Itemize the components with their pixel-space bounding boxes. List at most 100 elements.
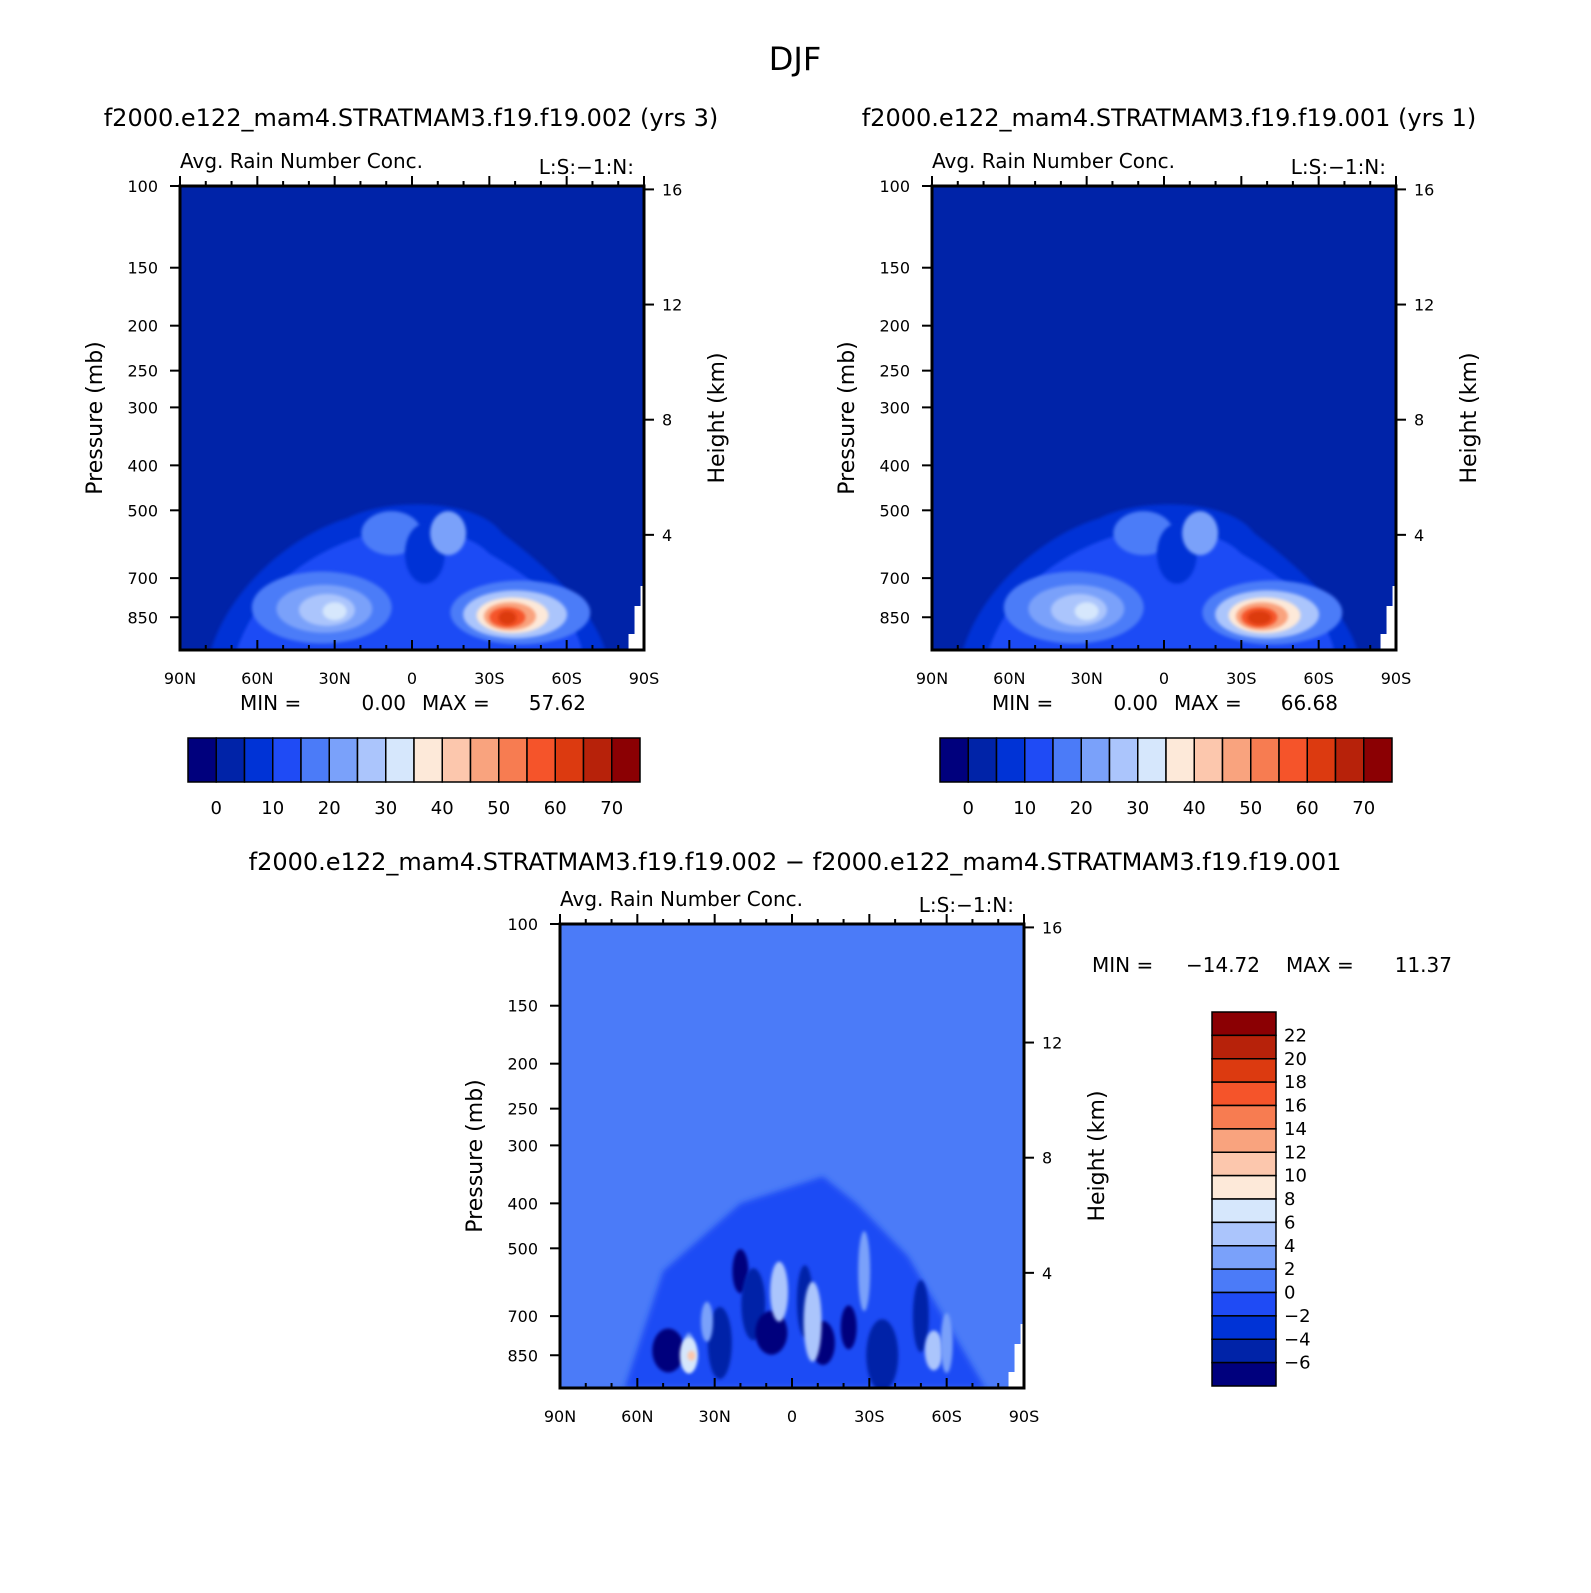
y-tick-label: 700 xyxy=(507,1307,538,1326)
colorbar-swatch xyxy=(272,737,302,783)
topography-mask xyxy=(1008,1324,1024,1388)
y2-tick-label: 12 xyxy=(1042,1034,1062,1053)
y2-axis-label: Height (km) xyxy=(705,352,730,483)
y-tick-label: 100 xyxy=(879,177,910,196)
colorbar-swatch xyxy=(1211,1034,1277,1060)
colorbar-label: 2 xyxy=(1284,1259,1295,1280)
colorbar: 0 10 20 30 40 50 60 70 xyxy=(187,737,641,819)
colorbar-label: 60 xyxy=(544,798,567,819)
colorbar-swatch xyxy=(526,737,556,783)
colorbar-label: 18 xyxy=(1284,1072,1307,1093)
panel3-title: f2000.e122_mam4.STRATMAM3.f19.f19.002 − … xyxy=(249,848,1342,876)
colorbar-swatch xyxy=(1211,1174,1277,1200)
colorbar-swatch xyxy=(582,737,613,783)
colorbar-swatch xyxy=(1080,737,1111,783)
contour-field xyxy=(180,186,644,650)
x-tick-label: 90S xyxy=(629,669,660,688)
field-negative-cell xyxy=(755,1310,788,1355)
colorbar-swatch xyxy=(1211,1221,1277,1247)
y-tick-label: 300 xyxy=(879,398,910,417)
variable-label: Avg. Rain Number Conc. xyxy=(180,149,423,173)
min-label: MIN = xyxy=(1092,953,1153,977)
colorbar-label: 20 xyxy=(318,798,341,819)
y-tick-label: 200 xyxy=(127,317,158,336)
colorbar-swatch xyxy=(300,737,330,783)
y-tick-label: 400 xyxy=(127,456,158,475)
colorbar-label: 0 xyxy=(1284,1283,1295,1304)
y-tick-label: 250 xyxy=(127,362,158,381)
min-value: 0.00 xyxy=(361,691,406,715)
y2-tick-label: 12 xyxy=(662,296,682,315)
colorbar-label: 30 xyxy=(374,798,397,819)
colorbar-swatch xyxy=(1052,737,1082,783)
field-sh-max xyxy=(498,610,517,625)
x-tick-label: 60S xyxy=(551,669,582,688)
colorbar-label: 12 xyxy=(1284,1142,1307,1163)
colorbar-swatch xyxy=(1165,737,1195,783)
y2-tick-label: 16 xyxy=(662,180,682,199)
colorbar-swatch xyxy=(611,737,641,783)
colorbar-label: 70 xyxy=(1352,798,1375,819)
colorbar-swatch xyxy=(1211,1151,1277,1177)
colorbar-label: 20 xyxy=(1070,798,1093,819)
colorbar-swatch xyxy=(385,737,415,783)
colorbar-swatch xyxy=(995,737,1026,783)
colorbar-label: 20 xyxy=(1284,1049,1307,1070)
colorbar-swatch xyxy=(1211,1104,1277,1130)
colorbar-label: 50 xyxy=(487,798,510,819)
min-value: −14.72 xyxy=(1186,953,1260,977)
y-tick-label: 850 xyxy=(879,608,910,627)
y-tick-label: 100 xyxy=(127,177,158,196)
colorbar-label: 10 xyxy=(1284,1166,1307,1187)
colorbar-swatch xyxy=(1211,1198,1277,1224)
x-tick-label: 60N xyxy=(993,669,1025,688)
field-positive-cell xyxy=(803,1281,822,1362)
max-label: MAX = xyxy=(1174,691,1242,715)
variable-label: Avg. Rain Number Conc. xyxy=(560,887,803,911)
colorbar-label: 10 xyxy=(1013,798,1036,819)
y2-tick-label: 8 xyxy=(1042,1149,1052,1168)
colorbar-label: −4 xyxy=(1284,1329,1311,1350)
field-negative-cell xyxy=(652,1328,685,1373)
colorbar-label: 40 xyxy=(431,798,454,819)
y-tick-label: 500 xyxy=(879,501,910,520)
colorbar-label: 70 xyxy=(600,798,623,819)
colorbar-label: 10 xyxy=(261,798,284,819)
colorbar-swatch xyxy=(1193,737,1224,783)
y2-tick-label: 4 xyxy=(1042,1264,1052,1283)
colorbar-label: 16 xyxy=(1284,1096,1307,1117)
x-tick-label: 30S xyxy=(1226,669,1257,688)
min-label: MIN = xyxy=(240,691,301,715)
x-tick-label: 60N xyxy=(241,669,273,688)
colorbar-swatch xyxy=(1024,737,1054,783)
y-tick-label: 250 xyxy=(879,362,910,381)
x-tick-label: 60S xyxy=(931,1407,962,1426)
colorbar-swatch xyxy=(441,737,472,783)
colorbar-swatch xyxy=(498,737,528,783)
corner-label: L:S:−1:N: xyxy=(539,155,634,179)
max-label: MAX = xyxy=(1286,953,1354,977)
x-tick-label: 30N xyxy=(699,1407,731,1426)
min-label: MIN = xyxy=(992,691,1053,715)
panel-3-difference: 90N 60N 30N 0 30S 60S 90S100150200250300400500… xyxy=(463,887,1452,1426)
colorbar-swatch xyxy=(939,737,969,783)
colorbar-label: 30 xyxy=(1126,798,1149,819)
y-axis-label: Pressure (mb) xyxy=(83,341,108,495)
field-positive-cell xyxy=(770,1261,789,1322)
y-tick-label: 300 xyxy=(127,398,158,417)
colorbar: 0 10 20 30 40 50 60 70 xyxy=(939,737,1393,819)
y-tick-label: 850 xyxy=(127,608,158,627)
corner-label: L:S:−1:N: xyxy=(919,893,1014,917)
colorbar-label: 14 xyxy=(1284,1119,1307,1140)
field-positive-cell xyxy=(940,1313,953,1374)
colorbar-swatch xyxy=(1306,737,1337,783)
field-sh-max xyxy=(1247,610,1272,625)
y-tick-label: 400 xyxy=(507,1194,538,1213)
colorbar-label: −2 xyxy=(1284,1306,1311,1327)
x-tick-label: 0 xyxy=(787,1407,797,1426)
x-tick-label: 30S xyxy=(854,1407,885,1426)
field-negative-cell xyxy=(866,1319,899,1388)
max-value: 11.37 xyxy=(1395,953,1452,977)
colorbar-swatch xyxy=(1221,737,1252,783)
colorbar-swatch xyxy=(187,737,217,783)
